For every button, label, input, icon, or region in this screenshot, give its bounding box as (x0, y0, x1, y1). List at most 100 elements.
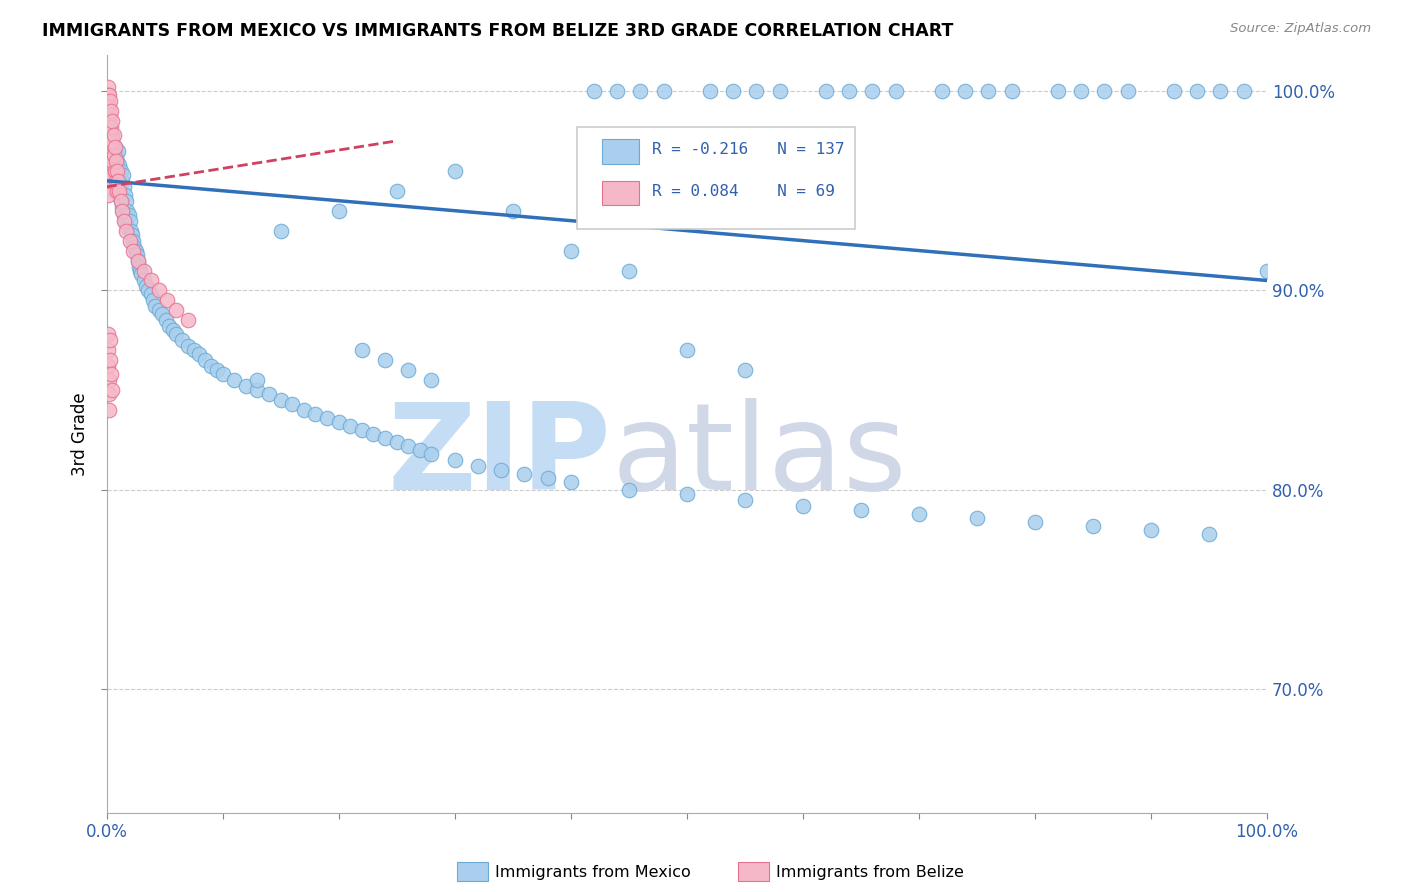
Point (977, 84, 1000, 98)
Point (162, 323, 184, 337)
Point (104, 153, 127, 168)
Text: R = -0.216   N = 137: R = -0.216 N = 137 (652, 143, 845, 157)
Point (194, 353, 217, 368)
Point (385, 184, 408, 198)
Point (132, 273, 155, 287)
Point (443, 453, 465, 467)
Point (100, 140, 122, 154)
Point (148, 303, 170, 318)
Point (110, 194, 132, 208)
Point (97, 124, 120, 138)
Point (97, 88, 120, 103)
Point (142, 293, 165, 308)
Point (652, 84, 675, 98)
Point (177, 339, 200, 353)
Point (768, 84, 790, 98)
FancyBboxPatch shape (576, 128, 855, 229)
Point (734, 492, 756, 507)
Point (101, 134, 124, 148)
Point (105, 184, 128, 198)
Point (205, 363, 228, 377)
Point (104, 184, 127, 198)
Point (675, 487, 697, 501)
Point (97, 359, 120, 374)
Point (105, 163, 128, 178)
Point (139, 287, 162, 301)
Point (1209, 84, 1232, 98)
Point (350, 343, 373, 358)
Point (105, 153, 128, 168)
Point (101, 128, 124, 142)
Point (955, 84, 977, 98)
Point (200, 359, 222, 374)
Point (350, 423, 373, 437)
Point (617, 483, 640, 497)
Point (363, 427, 385, 442)
Text: atlas: atlas (612, 398, 907, 516)
Point (100, 136, 122, 150)
Point (235, 379, 257, 393)
Point (1256, 263, 1278, 277)
Point (443, 163, 465, 178)
Point (502, 203, 524, 218)
Point (101, 114, 124, 128)
Point (224, 373, 246, 387)
Point (98, 94, 121, 108)
Point (536, 471, 558, 485)
Point (339, 419, 361, 434)
Point (121, 227, 143, 242)
Point (838, 84, 860, 98)
Point (108, 187, 131, 202)
Point (270, 393, 292, 408)
Point (104, 174, 127, 188)
Point (467, 458, 489, 473)
Point (1094, 84, 1116, 98)
Bar (602, 139, 640, 163)
Point (124, 244, 146, 258)
Point (97, 112, 120, 126)
Point (111, 203, 134, 218)
Point (792, 499, 814, 513)
Point (97, 148, 120, 162)
Text: Immigrants from Belize: Immigrants from Belize (776, 865, 965, 880)
Point (98, 120, 121, 134)
Point (628, 84, 651, 98)
Point (115, 224, 138, 238)
Point (560, 244, 582, 258)
Text: R = 0.084    N = 69: R = 0.084 N = 69 (652, 184, 835, 199)
Point (122, 234, 145, 248)
Point (328, 203, 350, 218)
Point (97, 160, 120, 174)
Point (1198, 526, 1220, 541)
Point (110, 163, 132, 178)
Point (97, 116, 120, 130)
Point (907, 507, 929, 521)
Point (304, 407, 326, 421)
Point (98, 353, 121, 368)
Point (117, 208, 139, 222)
Point (107, 168, 129, 182)
Point (131, 268, 153, 282)
Point (103, 144, 125, 158)
Point (104, 163, 127, 178)
Point (118, 213, 141, 227)
Point (165, 327, 187, 342)
Point (97, 140, 120, 154)
Point (270, 224, 292, 238)
Point (1116, 84, 1139, 98)
Point (1047, 84, 1070, 98)
Point (120, 224, 142, 238)
Point (420, 447, 443, 461)
Point (128, 260, 150, 274)
Point (165, 303, 187, 318)
Point (931, 84, 953, 98)
Point (396, 363, 419, 377)
Point (1163, 84, 1185, 98)
Point (1001, 84, 1024, 98)
Point (177, 313, 200, 327)
Point (100, 168, 122, 182)
Point (1187, 84, 1209, 98)
Point (328, 415, 350, 429)
Point (97, 327, 120, 342)
Point (1233, 84, 1256, 98)
